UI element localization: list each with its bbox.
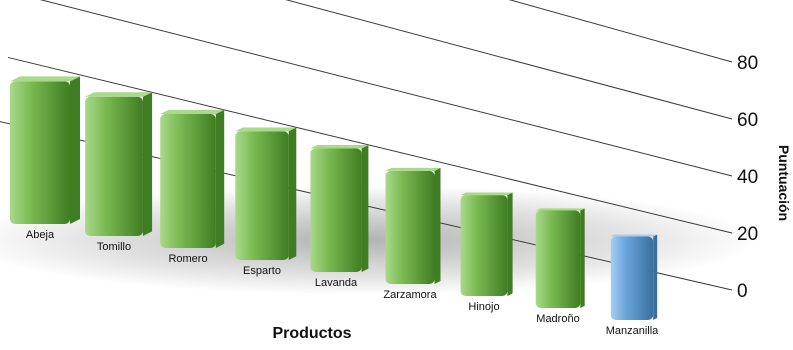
y-tick-label: 80	[737, 53, 758, 74]
x-tick-label: Madroño	[536, 313, 579, 325]
bar	[610, 234, 658, 320]
y-tick-label: 60	[737, 110, 758, 131]
bar	[160, 109, 225, 249]
y-tick-label: 0	[737, 281, 748, 302]
y-tick-label: 40	[737, 167, 758, 188]
gridline	[285, 0, 733, 120]
gridline	[508, 0, 733, 63]
bar	[535, 208, 585, 308]
bar	[235, 127, 297, 260]
x-tick-label: Lavanda	[315, 277, 358, 289]
x-tick-label: Tomillo	[97, 241, 131, 253]
y-tick-label: 20	[737, 224, 758, 245]
x-tick-label: Zarzamora	[383, 289, 437, 301]
x-tick-label: Manzanilla	[606, 325, 659, 337]
bar	[460, 192, 513, 296]
x-tick-label: Esparto	[243, 265, 281, 277]
x-tick-label: Hinojo	[468, 301, 499, 313]
gridline	[7, 56, 733, 234]
bar	[85, 92, 153, 236]
bar	[385, 167, 441, 284]
x-axis-title: Productos	[272, 325, 351, 342]
bar	[10, 76, 80, 224]
x-tick-label: Abeja	[26, 229, 55, 241]
y-axis-title: Puntuación	[776, 145, 792, 221]
gridline	[39, 0, 733, 177]
x-tick-label: Romero	[168, 253, 207, 265]
bar	[310, 145, 369, 272]
